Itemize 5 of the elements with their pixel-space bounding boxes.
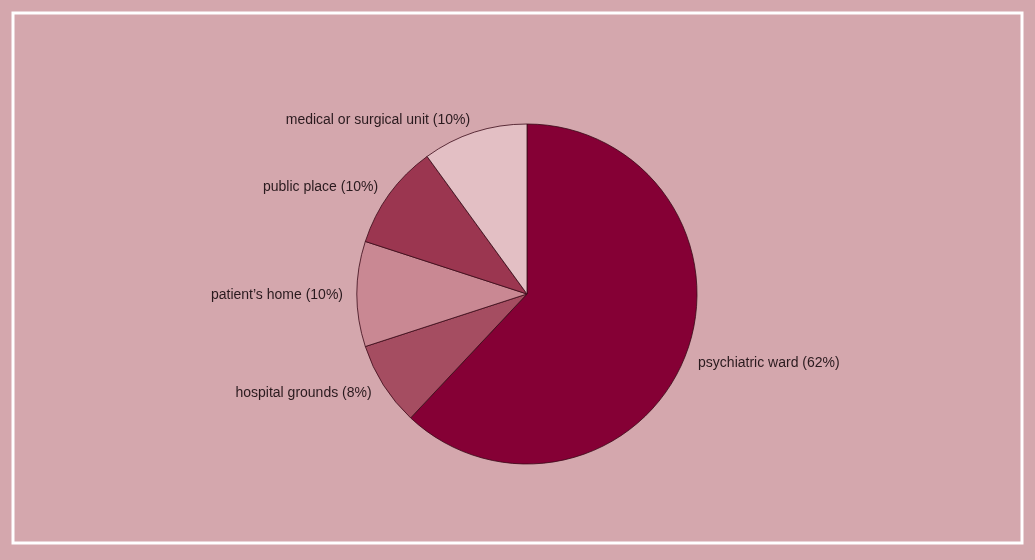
slice-label: patient’s home (10%) [210,285,343,302]
slice-label: medical or surgical unit (10%) [285,110,471,127]
slice-label: hospital grounds (8%) [235,384,372,401]
slice-label: psychiatric ward (62%) [698,353,840,370]
slice-label: public place (10%) [262,177,379,194]
